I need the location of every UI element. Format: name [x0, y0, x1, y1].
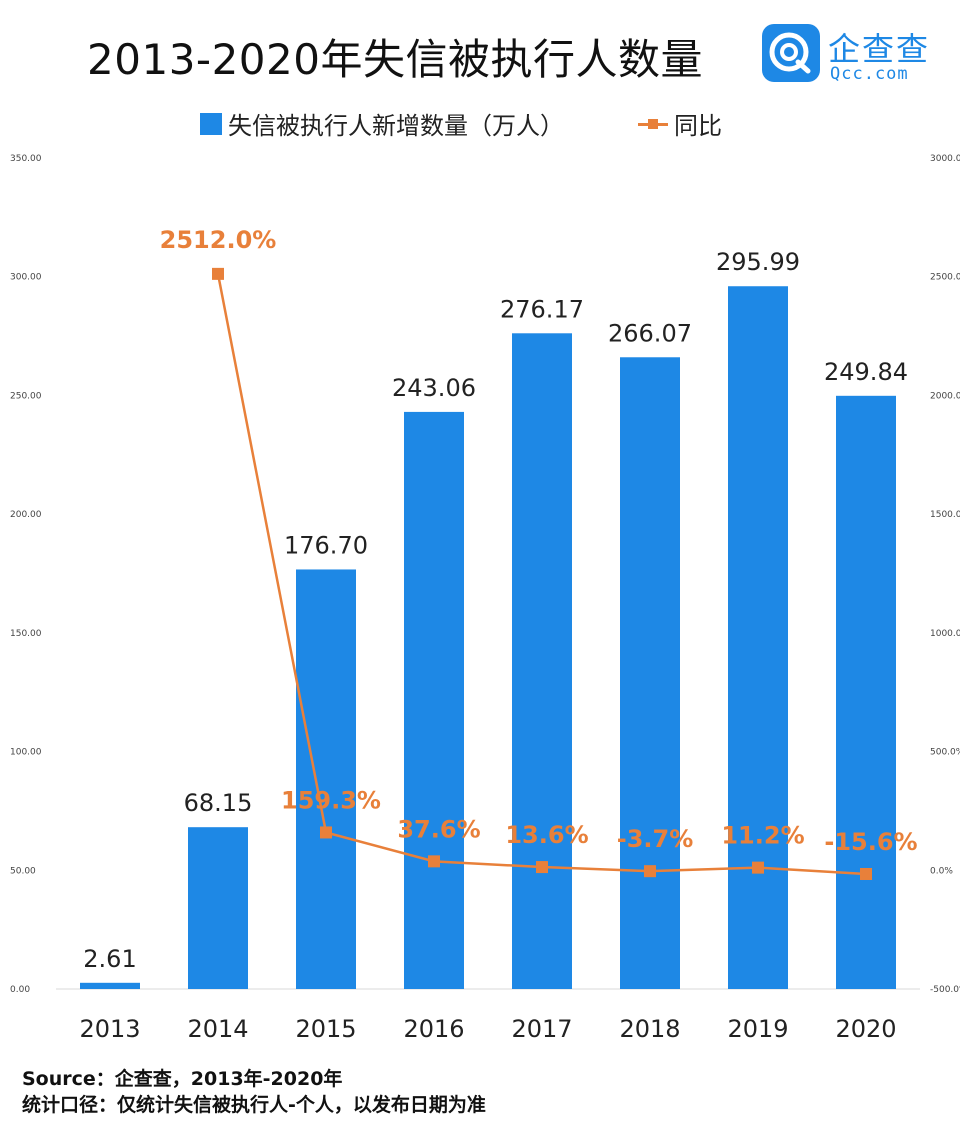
legend-label-line: 同比 [674, 112, 722, 140]
bar-value-label: 295.99 [716, 248, 800, 276]
legend-item-bar: 失信被执行人新增数量（万人） [200, 106, 564, 141]
left-axis-tick-label: 350.00 [10, 154, 42, 164]
bar-value-label: 276.17 [500, 295, 584, 323]
bar-value-label: 2.61 [83, 945, 136, 973]
bar [620, 357, 680, 989]
source-note: Source：企查查，2013年-2020年 统计口径：仅统计失信被执行人-个人… [22, 1066, 486, 1118]
source-line-1: Source：企查查，2013年-2020年 [22, 1068, 343, 1090]
x-axis-tick-label: 2020 [835, 1015, 896, 1043]
x-axis-tick-label: 2017 [511, 1015, 572, 1043]
x-axis-tick-label: 2014 [187, 1015, 248, 1043]
yoy-marker [644, 865, 656, 878]
chart-legend: 失信被执行人新增数量（万人） 同比 [0, 106, 960, 142]
left-axis-tick-label: 50.00 [10, 866, 36, 876]
yoy-value-label: 37.6% [397, 815, 480, 843]
yoy-marker [536, 861, 548, 874]
bar-value-label: 176.70 [284, 531, 368, 559]
brand-logo: 企查查 Qcc.com [762, 24, 942, 88]
right-axis-tick-label: 0.0% [930, 866, 953, 876]
x-axis-tick-label: 2016 [403, 1015, 464, 1043]
left-axis-tick-label: 100.00 [10, 748, 42, 758]
yoy-marker [752, 861, 764, 874]
x-axis-tick-label: 2015 [295, 1015, 356, 1043]
right-axis-tick-label: 2500.0% [930, 273, 960, 283]
chart-svg: 0.00 50.00 100.00 150.00 200.00 250.00 300.00 3… [10, 154, 960, 1043]
left-axis-tick-label: 0.00 [10, 985, 30, 995]
bar [728, 286, 788, 989]
bar [188, 827, 248, 989]
legend-item-line: 同比 [638, 106, 722, 141]
yoy-value-label: -3.7% [617, 825, 694, 853]
legend-swatch-line [638, 113, 668, 135]
yoy-value-label: 2512.0% [160, 226, 277, 254]
chart-title: 2013-2020年失信被执行人数量 [87, 35, 703, 84]
x-axis-tick-label: 2018 [619, 1015, 680, 1043]
yoy-value-label: 159.3% [281, 786, 381, 814]
bar [404, 411, 464, 989]
bar [512, 333, 572, 989]
bar [836, 395, 896, 989]
x-axis-tick-label: 2019 [727, 1015, 788, 1043]
left-axis-tick-label: 250.00 [10, 391, 42, 401]
legend-label-bar: 失信被执行人新增数量（万人） [228, 112, 564, 140]
bar-value-label: 266.07 [608, 319, 692, 347]
right-axis-tick-label: 2000.0% [930, 391, 960, 401]
yoy-value-label: -15.6% [824, 828, 917, 856]
yoy-marker [428, 855, 440, 868]
brand-name-en: Qcc.com [830, 64, 909, 84]
bar [296, 569, 356, 989]
yoy-value-label: 13.6% [505, 821, 588, 849]
yoy-marker [860, 867, 872, 880]
brand-name-cn: 企查查 [828, 30, 931, 68]
qcc-logo-icon [762, 24, 820, 82]
left-axis-tick-label: 200.00 [10, 510, 42, 520]
yoy-marker [212, 267, 224, 280]
right-axis-tick-label: 3000.0% [930, 154, 960, 164]
left-axis-tick-label: 300.00 [10, 273, 42, 283]
right-axis-tick-label: -500.0% [930, 985, 960, 995]
x-axis-tick-label: 2013 [79, 1015, 140, 1043]
bar [80, 982, 140, 989]
yoy-marker [320, 826, 332, 839]
bar-value-label: 68.15 [184, 789, 253, 817]
right-axis-tick-label: 1000.0% [930, 629, 960, 639]
left-axis-tick-label: 150.00 [10, 629, 42, 639]
yoy-value-label: 11.2% [721, 822, 804, 850]
legend-swatch-bar [200, 112, 222, 135]
source-line-2: 统计口径：仅统计失信被执行人-个人，以发布日期为准 [22, 1094, 486, 1116]
bar-value-label: 243.06 [392, 374, 476, 402]
bar-value-label: 249.84 [824, 358, 908, 386]
right-axis-tick-label: 1500.0% [930, 510, 960, 520]
right-axis-tick-label: 500.0% [930, 748, 960, 758]
